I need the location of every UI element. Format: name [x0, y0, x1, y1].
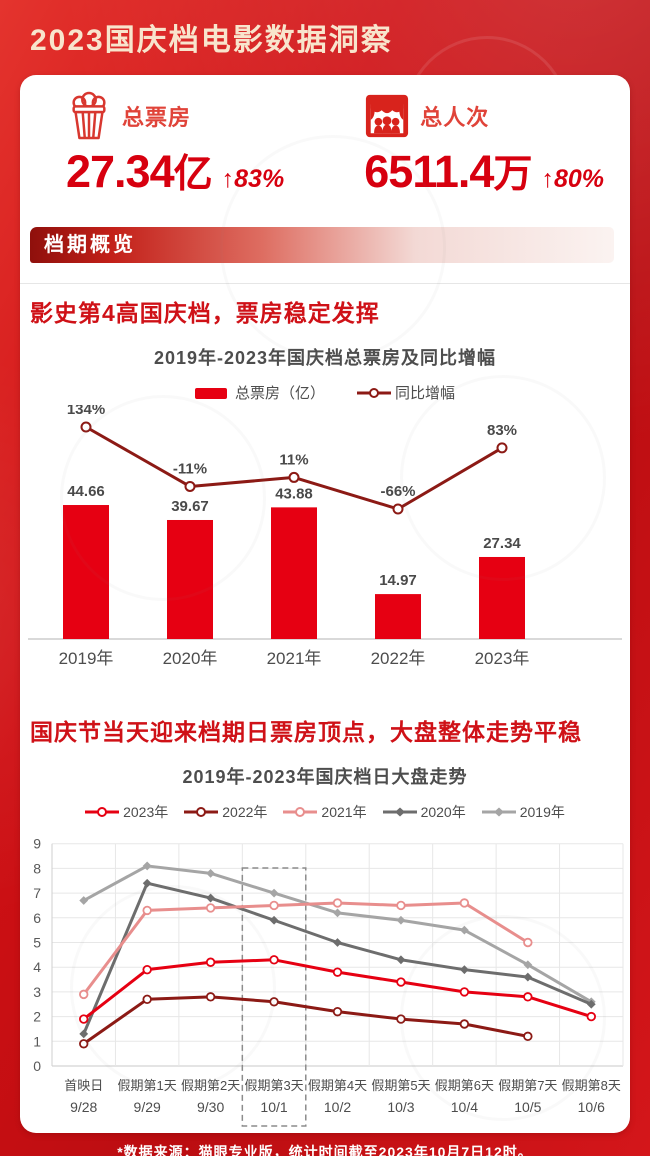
svg-text:10/2: 10/2 — [324, 1099, 351, 1115]
legend-label: 2019年 — [519, 804, 565, 820]
svg-text:-11%: -11% — [173, 460, 207, 477]
legend-label: 2021年 — [321, 804, 367, 820]
legend-marker-circle — [283, 807, 318, 817]
page-header: 2023国庆档电影数据洞察 — [0, 0, 650, 75]
legend-item: 2019年 — [481, 802, 565, 822]
legend-marker-circle — [184, 807, 219, 817]
svg-text:6: 6 — [33, 910, 41, 926]
data-source-note: *数据来源：猫眼专业版，统计时间截至2023年10月7日12时。 — [117, 1144, 533, 1156]
stat-label: 总人次 — [420, 105, 490, 130]
svg-text:假期第8天: 假期第8天 — [562, 1078, 621, 1093]
svg-text:4: 4 — [33, 959, 41, 975]
legend-marker-circle — [85, 807, 120, 817]
svg-text:假期第6天: 假期第6天 — [435, 1078, 494, 1093]
svg-text:10/5: 10/5 — [514, 1099, 541, 1115]
chart1-legend: 总票房（亿） 同比增幅 — [20, 382, 630, 403]
divider-line — [20, 283, 630, 284]
svg-text:39.67: 39.67 — [171, 498, 209, 515]
legend-marker-circle — [357, 387, 391, 398]
legend-label: 2023年 — [123, 804, 169, 820]
svg-text:8: 8 — [33, 860, 41, 876]
svg-text:11%: 11% — [279, 451, 308, 468]
svg-text:9/29: 9/29 — [134, 1099, 161, 1115]
stat-number: 27.34 — [66, 146, 175, 197]
legend-item: 2022年 — [184, 802, 267, 822]
stat-delta-up: ↑83% — [221, 165, 285, 193]
stat-value: 27.34亿 ↑83% — [66, 143, 284, 199]
svg-text:43.88: 43.88 — [275, 485, 313, 502]
stats-row: 总票房 27.34亿 ↑83% — [20, 75, 630, 199]
svg-text:假期第7天: 假期第7天 — [498, 1078, 557, 1093]
legend-item: 同比增幅 — [357, 382, 455, 403]
svg-text:9/30: 9/30 — [197, 1099, 224, 1115]
svg-text:5: 5 — [33, 935, 41, 951]
stat-total-boxoffice: 总票房 27.34亿 ↑83% — [66, 91, 284, 199]
chart1-title: 2019年-2023年国庆档总票房及同比增幅 — [153, 348, 497, 368]
svg-text:9/28: 9/28 — [70, 1099, 97, 1115]
stat-unit: 亿 — [173, 153, 213, 196]
section-badge-label: 档期概览 — [44, 234, 136, 256]
svg-text:10/4: 10/4 — [451, 1099, 478, 1115]
svg-text:83%: 83% — [487, 422, 517, 439]
cinema-audience-icon — [366, 94, 409, 138]
svg-text:14.97: 14.97 — [379, 572, 417, 589]
svg-text:2020年: 2020年 — [163, 649, 218, 668]
chart2-legend: 2023年 2022年 2021年 2020年 2019年 — [20, 802, 630, 822]
stat-delta-up: ↑80% — [541, 165, 604, 193]
legend-marker-diamond — [382, 807, 417, 817]
svg-text:44.66: 44.66 — [67, 483, 105, 500]
chart2-daily-trend-lines: 0 1 2 3 4 5 6 7 8 9 首映日 9/28 假期第1天 9/29 假期第2天 9/30 假期第3天… — [33, 836, 624, 1127]
legend-marker-diamond — [481, 807, 516, 817]
svg-text:2021年: 2021年 — [267, 649, 322, 668]
chart2-title: 2019年-2023年国庆档日大盘走势 — [182, 767, 468, 787]
svg-text:27.34: 27.34 — [483, 535, 521, 552]
svg-text:2019年: 2019年 — [59, 649, 114, 668]
chart1-boxoffice-bar-line: 44.66 2019年 39.67 2020年 43.88 2021年 14.97 2022年… — [28, 405, 622, 668]
svg-text:2023年: 2023年 — [475, 649, 530, 668]
legend-label: 同比增幅 — [395, 385, 456, 402]
svg-text:1: 1 — [33, 1033, 41, 1049]
svg-text:10/3: 10/3 — [387, 1099, 414, 1115]
stat-total-admissions: 总人次 6511.4万 ↑80% — [364, 91, 604, 199]
legend-item: 2021年 — [283, 802, 367, 822]
svg-text:0: 0 — [33, 1058, 41, 1074]
svg-text:9: 9 — [33, 836, 41, 852]
svg-text:假期第3天: 假期第3天 — [244, 1078, 303, 1093]
legend-item: 2023年 — [85, 802, 168, 822]
svg-text:7: 7 — [33, 885, 41, 901]
headline-daily-trend: 国庆节当天迎来档期日票房顶点，大盘整体走势平稳 — [30, 719, 582, 745]
legend-marker-bar — [194, 387, 227, 399]
svg-text:假期第2天: 假期第2天 — [181, 1078, 240, 1093]
svg-text:134%: 134% — [67, 405, 105, 418]
section-badge: 档期概览 — [30, 227, 614, 263]
legend-label: 2022年 — [222, 804, 268, 820]
svg-text:假期第1天: 假期第1天 — [118, 1078, 177, 1093]
highlight-dashed-box — [241, 867, 307, 1127]
svg-text:假期第5天: 假期第5天 — [371, 1078, 430, 1093]
svg-text:2022年: 2022年 — [371, 649, 426, 668]
legend-label: 2020年 — [420, 804, 466, 820]
legend-item: 2020年 — [382, 802, 466, 822]
stat-unit: 万 — [493, 153, 533, 196]
svg-text:首映日: 首映日 — [64, 1078, 103, 1093]
svg-text:-66%: -66% — [380, 483, 415, 500]
svg-text:2: 2 — [33, 1009, 41, 1025]
stat-label: 总票房 — [122, 105, 192, 130]
page-title: 2023国庆档电影数据洞察 — [30, 24, 393, 57]
svg-text:假期第4天: 假期第4天 — [308, 1078, 367, 1093]
stat-number: 6511.4 — [364, 146, 494, 197]
legend-item: 总票房（亿） — [194, 382, 325, 403]
headline-boxoffice-rank: 影史第4高国庆档，票房稳定发挥 — [30, 300, 380, 326]
stat-value: 6511.4万 ↑80% — [364, 143, 604, 199]
svg-text:3: 3 — [33, 984, 41, 1000]
svg-text:10/1: 10/1 — [260, 1099, 287, 1115]
popcorn-icon — [72, 91, 106, 140]
svg-text:10/6: 10/6 — [578, 1099, 605, 1115]
legend-label: 总票房（亿） — [234, 385, 325, 402]
content-card: 总票房 27.34亿 ↑83% — [20, 75, 630, 1133]
